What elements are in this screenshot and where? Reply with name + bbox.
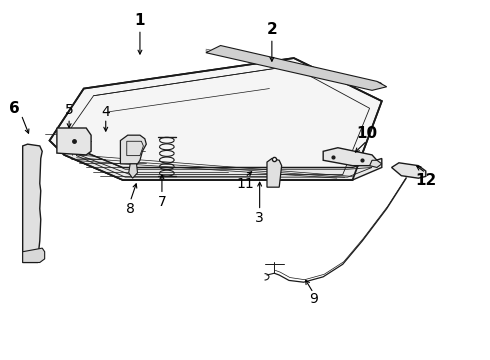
Polygon shape xyxy=(392,163,426,178)
Text: 10: 10 xyxy=(357,126,378,141)
Polygon shape xyxy=(64,144,382,180)
Polygon shape xyxy=(121,135,147,164)
Text: 9: 9 xyxy=(309,292,318,306)
Polygon shape xyxy=(267,158,282,187)
Text: 7: 7 xyxy=(158,194,166,208)
Text: 11: 11 xyxy=(236,177,254,190)
Polygon shape xyxy=(129,164,138,178)
Polygon shape xyxy=(23,248,45,262)
Text: 5: 5 xyxy=(65,103,74,117)
Polygon shape xyxy=(57,128,91,155)
Text: 8: 8 xyxy=(126,202,135,216)
Text: 12: 12 xyxy=(415,172,437,188)
Text: 6: 6 xyxy=(9,101,20,116)
Polygon shape xyxy=(323,148,377,166)
Polygon shape xyxy=(49,58,382,180)
Polygon shape xyxy=(206,45,387,90)
Text: 2: 2 xyxy=(267,22,277,37)
Text: 3: 3 xyxy=(255,211,264,225)
Text: 4: 4 xyxy=(101,105,110,119)
Text: 1: 1 xyxy=(135,13,145,28)
Polygon shape xyxy=(23,144,42,262)
Polygon shape xyxy=(369,160,382,167)
